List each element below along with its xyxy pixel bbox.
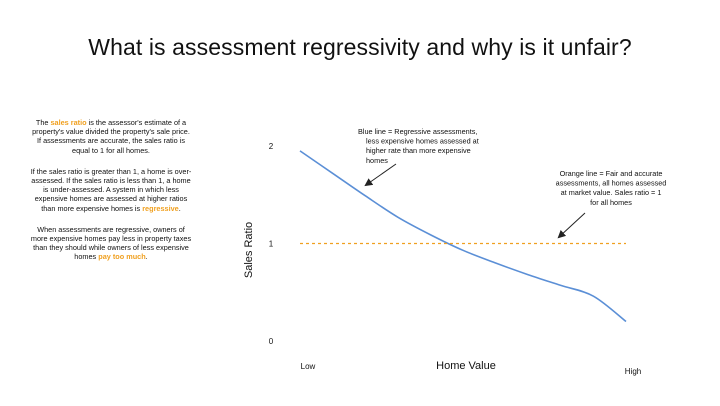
annotation-regressive-line: Blue line = Regressive assessments, xyxy=(358,127,477,136)
y-axis-title: Sales Ratio xyxy=(243,222,255,278)
annotation-regressive-line: homes xyxy=(366,156,388,165)
explanation-text: The sales ratio is the assessor's estima… xyxy=(30,118,192,274)
annotation-fair-line: for all homes xyxy=(590,198,632,207)
regressive-assessment-line xyxy=(299,150,627,323)
highlight-sales-ratio: sales ratio xyxy=(50,118,87,127)
annotation-regressive-arrow xyxy=(364,163,397,187)
annotation-regressive-line: less expensive homes assessed at xyxy=(366,137,479,146)
y-tick-label: 1 xyxy=(269,240,274,249)
highlight-regressive: regressive xyxy=(142,203,179,213)
annotation-fair-line: Orange line = Fair and accurate xyxy=(560,169,663,178)
slide-title: What is assessment regressivity and why … xyxy=(88,34,632,60)
x-axis-title: Home Value xyxy=(436,360,496,372)
annotation-regressive: Blue line = Regressive assessments, less … xyxy=(358,127,479,165)
annotation-fair-arrow xyxy=(557,212,586,239)
annotation-fair: Orange line = Fair and accurate assessmen… xyxy=(556,169,667,207)
annotation-fair-line: at market value. Sales ratio = 1 xyxy=(561,188,662,197)
x-tick-label-high: High xyxy=(625,367,641,376)
paragraph-pay-too-much: When assessments are regressive, owners … xyxy=(30,224,192,262)
y-tick-label: 2 xyxy=(269,142,274,151)
annotation-fair-line: assessments, all homes assessed xyxy=(556,179,667,188)
annotation-regressive-line: higher rate than more expensive xyxy=(366,146,471,155)
x-tick-label-low: Low xyxy=(301,362,316,371)
paragraph-sales-ratio: The sales ratio is the assessor's estima… xyxy=(32,118,190,155)
y-tick-label: 0 xyxy=(269,337,274,346)
highlight-pay-too-much: pay too much xyxy=(98,252,146,262)
paragraph-regressive: If the sales ratio is greater than 1, a … xyxy=(30,166,192,213)
